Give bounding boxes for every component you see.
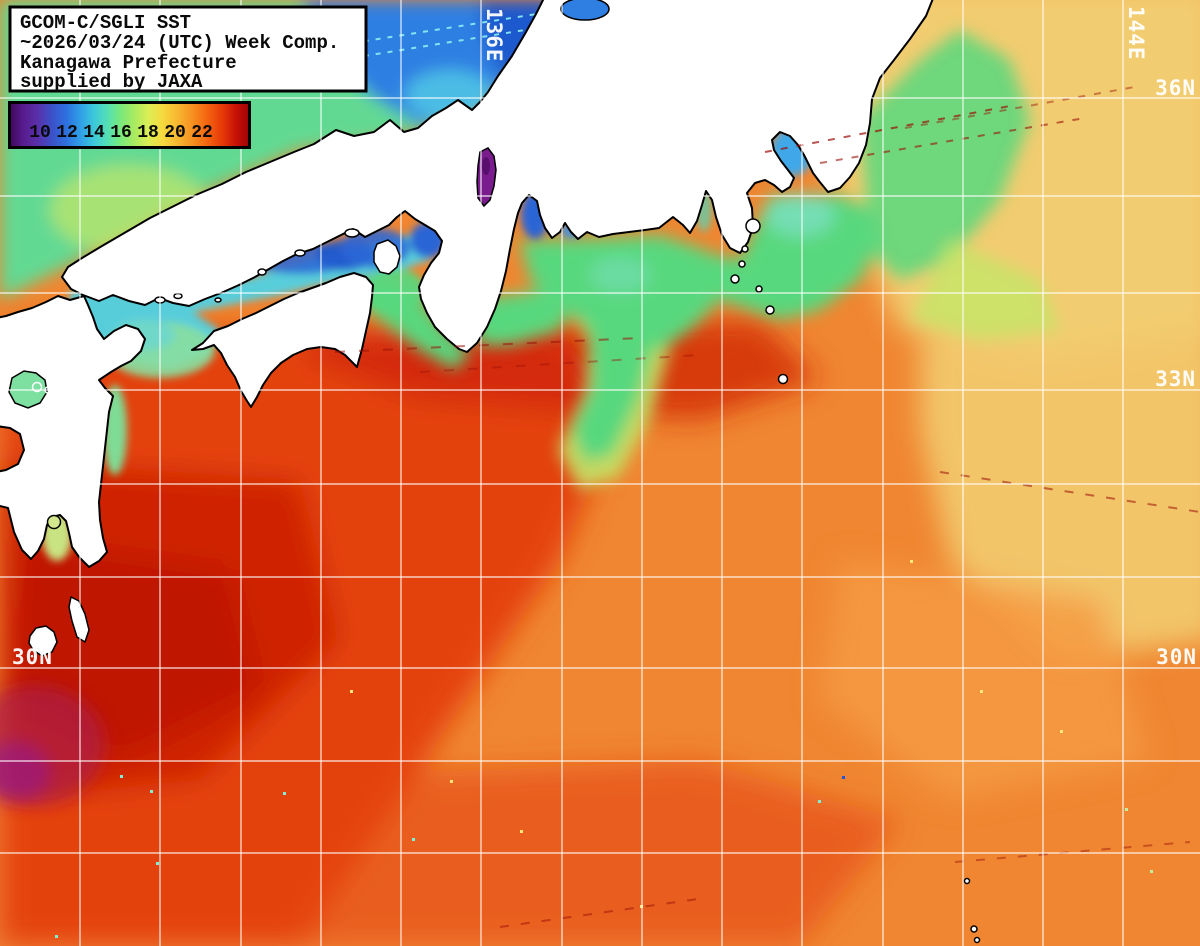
legend-tick: 12	[56, 123, 78, 143]
title-line-credit: supplied by JAXA	[20, 71, 203, 93]
east-green-fade	[910, 240, 1060, 340]
awaji-island	[373, 239, 401, 275]
lat-label-36n-right: 36N	[1155, 76, 1196, 100]
lake-biwa-cold-core	[482, 157, 490, 175]
inland-sea-group	[42, 128, 813, 561]
shodoshima-island	[344, 228, 360, 238]
sagami-izu-green	[700, 195, 880, 320]
coordinate-labels: 136E 144E 36N 33N 30N 30N	[12, 6, 1197, 669]
scan-artifact	[904, 85, 1141, 129]
small-islet	[970, 925, 978, 933]
east-yellow-water	[920, 330, 1200, 660]
legend-tick: 14	[83, 123, 105, 143]
sagami-cyan-patch	[765, 193, 835, 237]
izu-islet	[738, 260, 746, 268]
scan-artifact	[499, 897, 706, 928]
miyakejima-island	[765, 305, 775, 315]
scan-track-line	[339, 9, 563, 46]
tsuruga-bay	[560, 0, 610, 21]
legend: 10 12 14 16 18 20 22	[8, 101, 251, 149]
legend-frame	[8, 101, 251, 149]
title-box: GCOM-C/SGLI SST ~2026/03/24 (UTC) Week C…	[8, 5, 368, 93]
artifact-layer	[55, 85, 1200, 938]
kyushu-landmass	[0, 295, 146, 568]
legend-tick: 18	[137, 123, 159, 143]
kashima-coast-green	[860, 30, 1030, 280]
lat-label-30n-right: 30N	[1156, 645, 1197, 669]
lat-label-33n-right: 33N	[1155, 367, 1196, 391]
izu-islet	[741, 245, 749, 253]
southeast-warm-patch	[820, 560, 1150, 800]
title-line-region: Kanagawa Prefecture	[20, 52, 237, 74]
lat-label-30n-left: 30N	[12, 645, 53, 669]
small-islet	[963, 877, 971, 885]
scan-artifact	[334, 337, 641, 353]
inland-sea-islet	[173, 292, 183, 300]
sakurajima-island	[46, 514, 62, 530]
land-layer	[0, 0, 981, 944]
scan-artifact	[939, 471, 1200, 513]
title-box-frame	[8, 5, 368, 93]
noise-specks	[55, 560, 1153, 938]
lon-label-144e: 144E	[1124, 6, 1148, 61]
legend-tick: 10	[29, 123, 51, 143]
title-line-product: GCOM-C/SGLI SST	[20, 12, 191, 34]
title-line-date: ~2026/03/24 (UTC) Week Comp.	[20, 32, 339, 54]
tanegashima-island	[68, 596, 90, 643]
inland-sea-islet	[257, 268, 267, 276]
honshu-landmass	[61, 0, 934, 353]
small-islet	[973, 936, 981, 944]
lake-biwa	[476, 147, 497, 208]
inland-sea-islet	[214, 297, 222, 303]
wakasa-bay-cyan	[405, 70, 495, 120]
hachijojima-island	[777, 373, 789, 385]
beppu-bay-ring	[31, 381, 43, 393]
izu-islet	[755, 285, 763, 293]
inland-sea-islet	[294, 249, 306, 257]
oshima-island	[745, 218, 761, 234]
corner-purple-patch	[0, 742, 50, 802]
shikoku-landmass	[191, 272, 374, 408]
yakushima-island	[28, 625, 58, 657]
legend-gradient-bar	[11, 104, 248, 146]
lon-label-136e: 136E	[482, 8, 506, 63]
legend-tick: 20	[164, 123, 186, 143]
scan-artifact	[819, 117, 1086, 164]
scan-artifact	[954, 841, 1191, 863]
legend-tick: 16	[110, 123, 132, 143]
enshu-cyan-patch	[590, 257, 650, 293]
legend-tick: 22	[191, 123, 213, 143]
kii-channel-water	[365, 268, 425, 312]
izu-islet	[730, 274, 740, 284]
